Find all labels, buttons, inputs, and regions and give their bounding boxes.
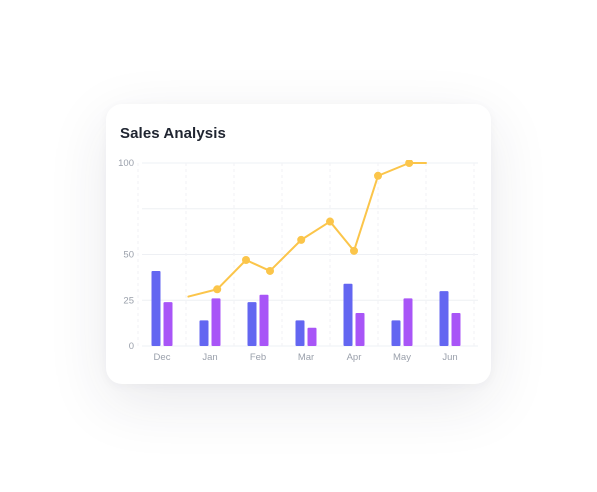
bar-apr-series-1 bbox=[343, 283, 353, 346]
bar-dec-series-1 bbox=[151, 270, 161, 346]
bar-apr-series-2 bbox=[355, 313, 365, 346]
x-tick-label-apr: Apr bbox=[347, 352, 362, 363]
bar-may-series-2 bbox=[403, 298, 413, 346]
line-point bbox=[405, 160, 414, 167]
line-point bbox=[297, 235, 306, 244]
y-tick-label: 0 bbox=[129, 341, 134, 352]
bar-feb-series-1 bbox=[247, 302, 257, 346]
card-title: Sales Analysis bbox=[120, 125, 226, 142]
bar-may-series-1 bbox=[391, 320, 401, 346]
sales-chart: 0 25 50 100 Dec Jan Feb Mar Apr May Jun bbox=[118, 158, 478, 363]
x-tick-label-feb: Feb bbox=[250, 352, 266, 363]
y-tick-label: 25 bbox=[123, 295, 134, 306]
y-tick-label: 50 bbox=[123, 250, 134, 261]
x-tick-label-jan: Jan bbox=[202, 352, 217, 363]
bar-feb-series-2 bbox=[259, 294, 269, 346]
bar-dec-series-2 bbox=[163, 302, 173, 346]
line-point bbox=[326, 217, 334, 226]
line-point bbox=[350, 246, 358, 255]
bar-jan-series-1 bbox=[199, 320, 209, 346]
x-tick-label-may: May bbox=[393, 352, 411, 363]
bar-mar-series-2 bbox=[307, 327, 317, 346]
line-series-1 bbox=[187, 162, 427, 298]
x-tick-label-dec: Dec bbox=[154, 352, 171, 363]
line-point bbox=[374, 171, 382, 180]
bar-jun-series-2 bbox=[451, 313, 461, 346]
bar-jan-series-2 bbox=[211, 298, 221, 346]
x-tick-label-jun: Jun bbox=[442, 352, 457, 363]
line-point bbox=[213, 285, 222, 294]
line-point bbox=[242, 255, 250, 264]
bar-mar-series-1 bbox=[295, 320, 305, 346]
sales-analysis-card: Sales Analysis 0 25 50 100 Dec Jan Feb Mar Apr M… bbox=[106, 104, 491, 384]
line-point bbox=[266, 266, 274, 275]
y-tick-label: 100 bbox=[118, 158, 134, 169]
x-tick-label-mar: Mar bbox=[298, 352, 314, 363]
bar-jun-series-1 bbox=[439, 291, 449, 346]
